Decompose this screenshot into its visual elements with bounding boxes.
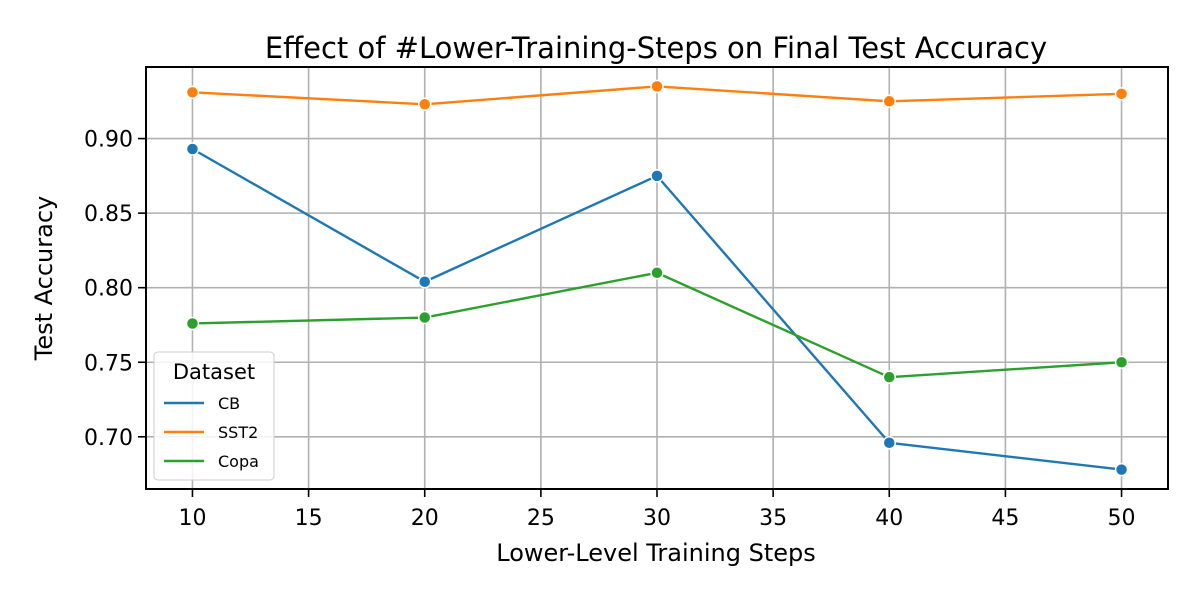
data-point-sst2 — [650, 79, 664, 94]
legend-label: CB — [218, 394, 240, 413]
data-series — [185, 79, 1129, 477]
data-point-copa — [882, 370, 897, 384]
x-axis-ticks: 10 15 20 25 30 35 40 45 50 — [178, 489, 1136, 531]
x-tick-label: 10 — [178, 506, 206, 531]
data-point-copa — [185, 316, 200, 331]
x-tick-label: 45 — [991, 506, 1019, 531]
series-cb — [185, 142, 1129, 477]
legend-box — [153, 351, 275, 481]
data-point-cb — [882, 436, 897, 450]
legend-items: CB SST2 Copa — [164, 394, 259, 471]
gridlines — [146, 67, 1168, 489]
y-tick-label: 0.85 — [84, 202, 133, 227]
x-axis-label: Lower-Level Training Steps — [496, 539, 815, 567]
data-point-sst2 — [185, 85, 200, 100]
x-tick-label: 15 — [295, 506, 323, 531]
data-point-cb — [185, 142, 200, 156]
data-point-sst2 — [1114, 87, 1129, 101]
legend-label: SST2 — [218, 423, 258, 442]
x-tick-label: 30 — [643, 506, 671, 531]
legend-title: Dataset — [173, 360, 255, 384]
plot-frame — [145, 66, 1169, 490]
y-tick-label: 0.90 — [84, 128, 133, 153]
y-tick-label: 0.80 — [84, 277, 133, 302]
legend: Dataset CB SST2 Copa — [153, 351, 275, 481]
data-point-cb — [1114, 462, 1129, 477]
x-tick-label: 35 — [759, 506, 787, 531]
y-tick-label: 0.75 — [84, 351, 133, 376]
y-axis-ticks: 0.70 0.75 0.80 0.85 0.90 — [84, 128, 146, 451]
x-tick-label: 20 — [411, 506, 439, 531]
data-point-copa — [417, 310, 432, 325]
x-tick-label: 25 — [527, 506, 555, 531]
data-point-cb — [650, 169, 664, 183]
data-point-sst2 — [417, 97, 432, 112]
legend-label: Copa — [218, 452, 259, 471]
x-tick-label: 50 — [1108, 506, 1136, 531]
data-point-copa — [1114, 355, 1129, 370]
series-sst2 — [185, 79, 1129, 112]
x-tick-label: 40 — [875, 506, 903, 531]
chart-title: Effect of #Lower-Training-Steps on Final… — [265, 31, 1047, 65]
series-copa — [185, 266, 1129, 384]
data-point-cb — [417, 274, 432, 289]
data-point-copa — [650, 266, 664, 280]
data-point-sst2 — [882, 94, 897, 109]
y-axis-label: Test Accuracy — [30, 196, 58, 361]
y-tick-label: 0.70 — [84, 426, 133, 451]
